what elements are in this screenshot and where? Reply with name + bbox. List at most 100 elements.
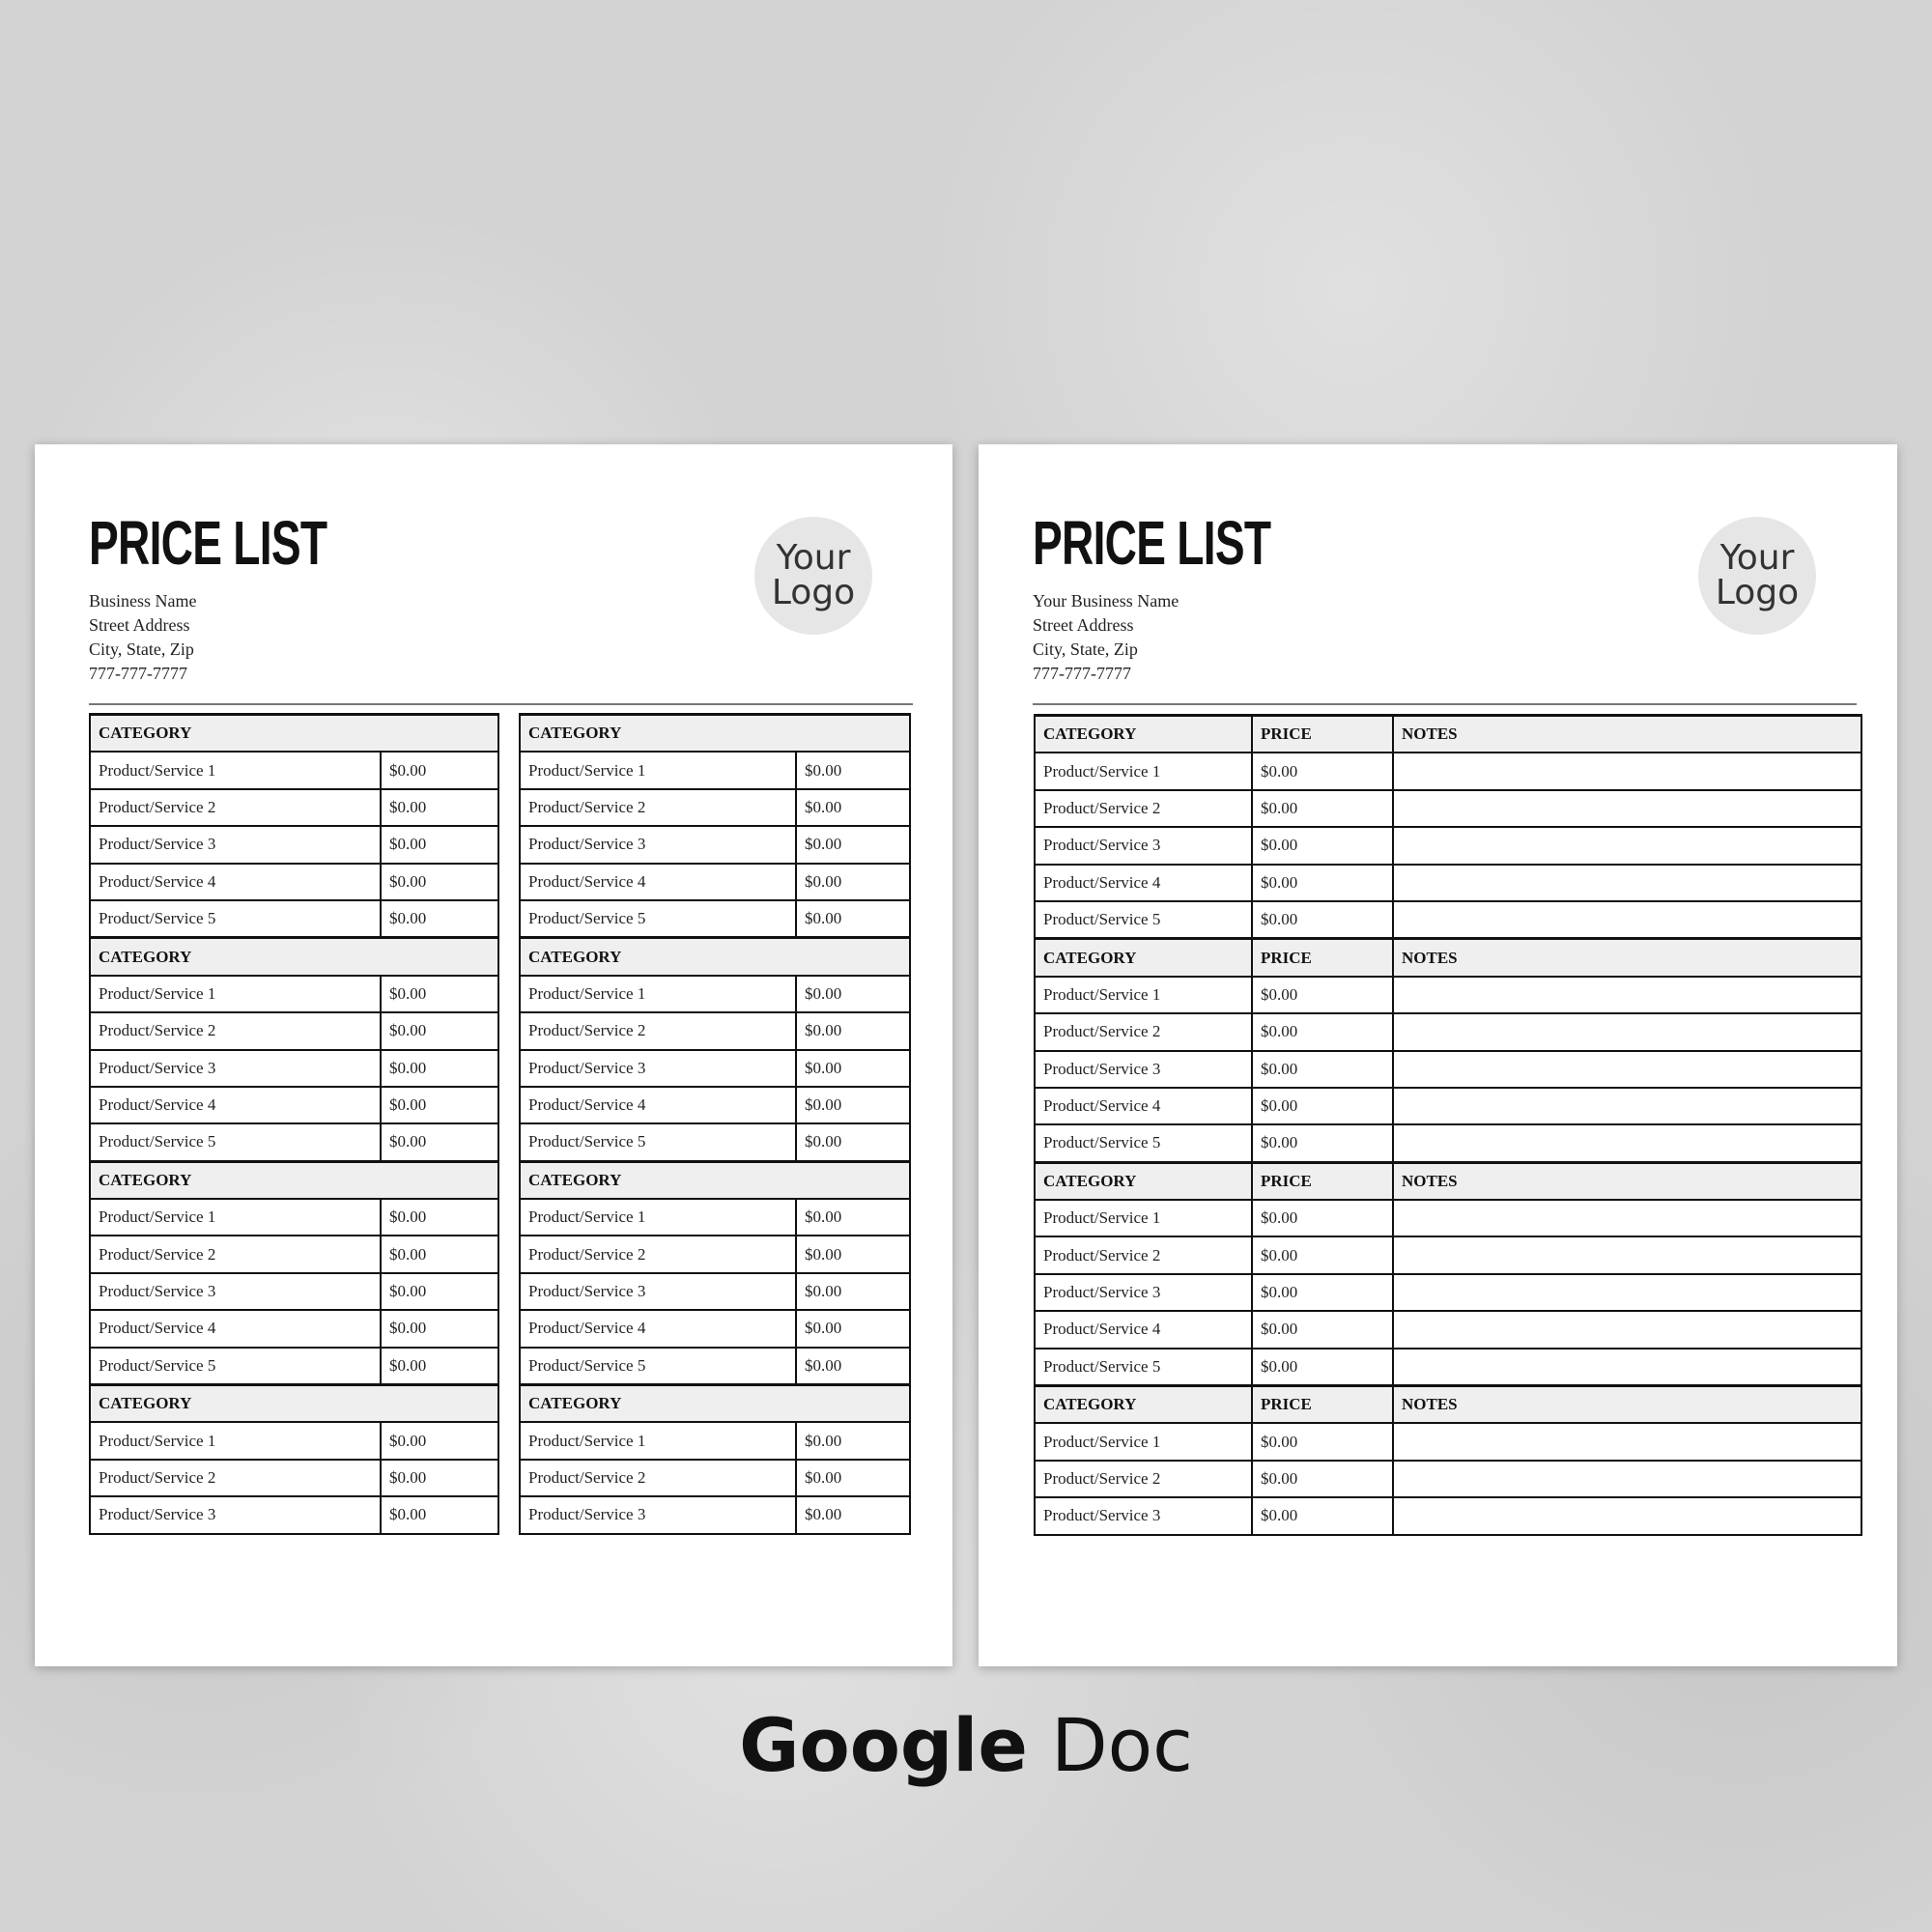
table-row: Product/Service 2 $0.00 bbox=[519, 1235, 911, 1274]
table-row: Product/Service 1 $0.00 bbox=[1034, 1199, 1862, 1238]
product-name-cell: Product/Service 2 bbox=[1034, 1236, 1253, 1275]
price-cell: $0.00 bbox=[795, 1085, 911, 1125]
product-name-cell: Product/Service 4 bbox=[1034, 1086, 1253, 1126]
price-cell: $0.00 bbox=[1251, 1236, 1394, 1275]
price-cell: $0.00 bbox=[380, 1048, 499, 1088]
price-cell: $0.00 bbox=[795, 1495, 911, 1535]
product-name-cell: Product/Service 5 bbox=[519, 898, 797, 939]
product-name-cell: Product/Service 5 bbox=[1034, 1123, 1253, 1164]
price-cell: $0.00 bbox=[1251, 1086, 1394, 1126]
address-line: 777-777-7777 bbox=[1033, 664, 1131, 683]
price-cell: $0.00 bbox=[380, 974, 499, 1014]
product-name-cell: Product/Service 2 bbox=[519, 787, 797, 828]
product-name-cell: Product/Service 4 bbox=[519, 862, 797, 901]
address-line: 777-777-7777 bbox=[89, 664, 187, 683]
price-cell: $0.00 bbox=[380, 1271, 499, 1312]
notes-cell[interactable] bbox=[1392, 788, 1862, 829]
price-cell: $0.00 bbox=[795, 1421, 911, 1461]
table-row: Product/Service 1 $0.00 bbox=[519, 1421, 911, 1461]
price-table: CATEGORY PRICE NOTES Product/Service 1 $0.00… bbox=[1034, 714, 1862, 1536]
notes-cell[interactable] bbox=[1392, 1199, 1862, 1238]
address-line: City, State, Zip bbox=[89, 639, 194, 659]
notes-cell[interactable] bbox=[1392, 863, 1862, 902]
address-line: City, State, Zip bbox=[1033, 639, 1138, 659]
product-name-cell: Product/Service 3 bbox=[89, 825, 382, 865]
table-row: Product/Service 3 $0.00 bbox=[519, 1271, 911, 1312]
table-row: Product/Service 3 $0.00 bbox=[89, 1048, 499, 1088]
notes-cell[interactable] bbox=[1392, 1310, 1862, 1350]
table-row: Product/Service 4 $0.00 bbox=[1034, 863, 1862, 902]
logo-placeholder: Your Logo bbox=[1698, 517, 1816, 635]
price-cell: $0.00 bbox=[1251, 1310, 1394, 1350]
notes-cell[interactable] bbox=[1392, 1459, 1862, 1499]
table-row: Product/Service 2 $0.00 bbox=[1034, 1459, 1862, 1499]
price-table: CATEGORY Product/Service 1 $0.00 Product/Se… bbox=[519, 713, 911, 1535]
header-cell-notes: NOTES bbox=[1392, 1384, 1862, 1425]
price-list-page-two-column: PRICE LIST Business Name Street Address Cit… bbox=[35, 444, 952, 1666]
price-cell: $0.00 bbox=[795, 1048, 911, 1088]
notes-cell[interactable] bbox=[1392, 1086, 1862, 1126]
price-cell: $0.00 bbox=[1251, 1012, 1394, 1052]
table-row: Product/Service 1 $0.00 bbox=[89, 974, 499, 1014]
price-cell: $0.00 bbox=[380, 1346, 499, 1386]
product-name-cell: Product/Service 2 bbox=[89, 787, 382, 828]
product-name-cell: Product/Service 2 bbox=[89, 1235, 382, 1274]
logo-text: Logo bbox=[1715, 573, 1800, 612]
notes-cell[interactable] bbox=[1392, 1272, 1862, 1313]
notes-cell[interactable] bbox=[1392, 1347, 1862, 1387]
price-table: CATEGORY Product/Service 1 $0.00 Product/Se… bbox=[89, 713, 499, 1535]
product-name-cell: Product/Service 5 bbox=[1034, 1347, 1253, 1387]
table-row: Product/Service 5 $0.00 bbox=[1034, 1123, 1862, 1164]
logo-text: Your bbox=[1719, 538, 1795, 578]
product-name-cell: Product/Service 3 bbox=[519, 1048, 797, 1088]
product-name-cell: Product/Service 4 bbox=[89, 862, 382, 901]
header-cell-category: CATEGORY bbox=[89, 936, 499, 977]
table-row: Product/Service 3 $0.00 bbox=[519, 1495, 911, 1535]
price-cell: $0.00 bbox=[795, 974, 911, 1014]
product-name-cell: Product/Service 2 bbox=[519, 1011, 797, 1051]
caption-regular: Doc bbox=[1051, 1702, 1193, 1788]
address-line: Your Business Name bbox=[1033, 591, 1179, 611]
notes-cell[interactable] bbox=[1392, 1496, 1862, 1536]
product-name-cell: Product/Service 4 bbox=[519, 1085, 797, 1125]
notes-cell[interactable] bbox=[1392, 1422, 1862, 1462]
header-cell-category: CATEGORY bbox=[1034, 714, 1253, 754]
notes-cell[interactable] bbox=[1392, 826, 1862, 866]
product-name-cell: Product/Service 5 bbox=[519, 1346, 797, 1386]
notes-cell[interactable] bbox=[1392, 752, 1862, 791]
notes-cell[interactable] bbox=[1392, 975, 1862, 1015]
notes-cell[interactable] bbox=[1392, 1236, 1862, 1275]
notes-cell[interactable] bbox=[1392, 1049, 1862, 1089]
price-list-page-with-notes: PRICE LIST Your Business Name Street Addre… bbox=[979, 444, 1897, 1666]
price-cell: $0.00 bbox=[1251, 1422, 1394, 1462]
notes-cell[interactable] bbox=[1392, 899, 1862, 940]
notes-cell[interactable] bbox=[1392, 1123, 1862, 1164]
header-cell-category: CATEGORY bbox=[519, 1383, 911, 1424]
product-name-cell: Product/Service 1 bbox=[89, 1421, 382, 1461]
price-cell: $0.00 bbox=[795, 1122, 911, 1163]
price-cell: $0.00 bbox=[1251, 1347, 1394, 1387]
table-row: Product/Service 3 $0.00 bbox=[89, 1495, 499, 1535]
product-name-cell: Product/Service 1 bbox=[89, 974, 382, 1014]
caption-bold: Google bbox=[739, 1702, 1028, 1788]
product-name-cell: Product/Service 3 bbox=[519, 1271, 797, 1312]
product-name-cell: Product/Service 5 bbox=[89, 1346, 382, 1386]
product-name-cell: Product/Service 1 bbox=[1034, 1422, 1253, 1462]
price-cell: $0.00 bbox=[380, 1235, 499, 1274]
product-name-cell: Product/Service 3 bbox=[1034, 1272, 1253, 1313]
table-row: Product/Service 4 $0.00 bbox=[89, 1085, 499, 1125]
divider bbox=[1033, 703, 1857, 705]
product-name-cell: Product/Service 5 bbox=[1034, 899, 1253, 940]
product-name-cell: Product/Service 2 bbox=[1034, 1459, 1253, 1499]
product-name-cell: Product/Service 2 bbox=[89, 1458, 382, 1498]
table-row: Product/Service 5 $0.00 bbox=[89, 1122, 499, 1163]
price-cell: $0.00 bbox=[795, 1458, 911, 1498]
notes-cell[interactable] bbox=[1392, 1012, 1862, 1052]
header-cell-price: PRICE bbox=[1251, 937, 1394, 978]
table-row: Product/Service 2 $0.00 bbox=[1034, 1236, 1862, 1275]
product-name-cell: Product/Service 5 bbox=[519, 1122, 797, 1163]
price-cell: $0.00 bbox=[380, 1421, 499, 1461]
price-cell: $0.00 bbox=[1251, 975, 1394, 1015]
category-header-row: CATEGORY bbox=[519, 1159, 911, 1201]
price-cell: $0.00 bbox=[380, 751, 499, 790]
